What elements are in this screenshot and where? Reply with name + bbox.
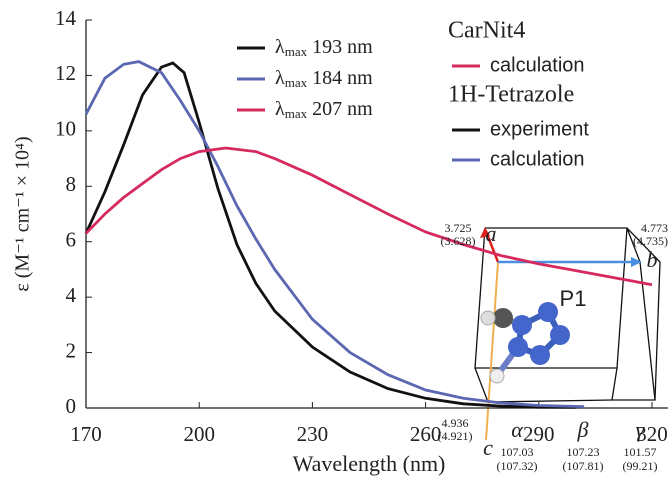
space-group: P1 (560, 286, 587, 311)
side-legend-title: 1H-Tetrazole (448, 82, 574, 108)
y-tick-label: 6 (66, 228, 77, 252)
legend-label: λmax 193 nm (275, 36, 373, 59)
cell-edge (617, 228, 627, 368)
y-tick-label: 4 (66, 283, 77, 307)
nitrogen-atom (550, 325, 570, 345)
angle-symbol: α (511, 417, 523, 442)
angle-value-calc: (99.21) (623, 459, 658, 473)
angle-value: 107.03 (501, 445, 534, 459)
side-legend-label: experiment (490, 118, 589, 140)
side-legend-title: CarNit4 (448, 18, 525, 44)
y-tick-label: 8 (66, 172, 77, 196)
angle-value: 107.23 (567, 445, 600, 459)
nitrogen-atom (508, 337, 528, 357)
axis-length: 4.936 (442, 416, 469, 430)
x-tick-label: 230 (297, 422, 329, 446)
nitrogen-atom (538, 302, 558, 322)
angle-symbol: β (577, 417, 589, 442)
legend-label: λmax 184 nm (275, 67, 373, 90)
angle-value-calc: (107.81) (563, 459, 604, 473)
nitrogen-atom (530, 345, 550, 365)
legend-label: λmax 207 nm (275, 98, 373, 121)
side-legend-label: calculation (490, 54, 585, 76)
axis-length-calc: (3.628) (441, 234, 476, 248)
x-axis-label: Wavelength (nm) (293, 451, 446, 476)
molecule (481, 302, 570, 383)
nitrogen-atom (512, 315, 532, 335)
axis-length-calc: (4.735) (633, 234, 668, 248)
angle-value-calc: (107.32) (497, 459, 538, 473)
axis-length: 3.725 (445, 221, 472, 235)
angle-value: 101.57 (624, 445, 657, 459)
x-tick-label: 170 (70, 422, 102, 446)
c-vector (486, 262, 498, 440)
axis-symbol: b (647, 247, 658, 272)
y-tick-label: 12 (55, 61, 76, 85)
side-legend-label: calculation (490, 148, 585, 170)
axis-symbol: a (486, 221, 497, 246)
y-tick-label: 2 (66, 338, 77, 362)
hydrogen-atom (490, 369, 504, 383)
axis-length: 4.773 (641, 221, 668, 235)
axis-symbol: c (483, 435, 493, 460)
x-tick-label: 290 (523, 422, 555, 446)
y-tick-label: 0 (66, 394, 77, 418)
figure: Wavelength (nm) ε (M⁻¹ cm⁻¹ × 10⁴) P1 0 2… (0, 0, 668, 480)
carbon-atom (493, 308, 513, 328)
axis-length-calc: (4.921) (438, 429, 473, 443)
y-tick-label: 10 (55, 117, 76, 141)
angle-symbol: γ (636, 417, 646, 442)
hydrogen-atom (481, 311, 495, 325)
x-tick-label: 200 (183, 422, 215, 446)
y-tick-label: 14 (55, 6, 77, 30)
y-axis-label: ε (M⁻¹ cm⁻¹ × 10⁴) (12, 136, 34, 291)
